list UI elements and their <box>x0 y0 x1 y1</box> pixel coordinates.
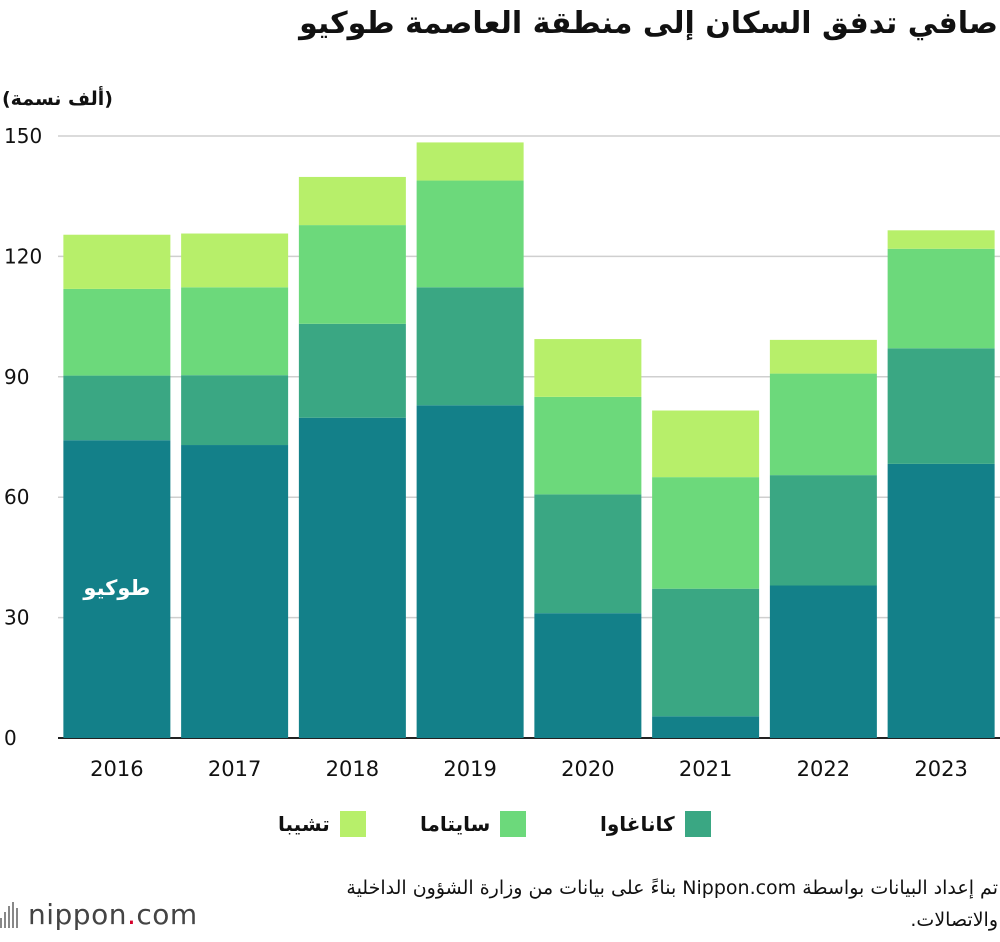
bar-segment-1-2016 <box>63 375 171 441</box>
bar-segment-3-2022 <box>769 339 877 374</box>
y-axis-unit-label: (ألف نسمة) <box>2 88 113 110</box>
axis-labels: 0 30 60 90 120 150 2016 2017 2018 2019 2020 2021 202… <box>4 124 968 781</box>
y-tick-label: 30 <box>4 606 29 630</box>
legend-swatch-chiba <box>339 811 366 837</box>
stacked-bar-chart: 0 30 60 90 120 150 2016 2017 2018 2019 2020 2021 202… <box>4 124 1000 781</box>
y-tick-label: 0 <box>4 726 17 750</box>
bar-segment-3-2018 <box>298 176 406 226</box>
bar-segment-3-2021 <box>652 410 760 478</box>
y-tick-label: 120 <box>4 244 42 268</box>
bar-segment-0-2019 <box>416 405 524 738</box>
bar-segment-1-2020 <box>534 494 642 614</box>
bar-segment-3-2023 <box>887 230 995 249</box>
x-tick-label: 2016 <box>90 757 143 781</box>
bar-segment-1-2017 <box>181 375 289 446</box>
bar-segment-3-2017 <box>181 233 289 288</box>
legend-swatch-saitama <box>500 811 527 837</box>
y-tick-label: 60 <box>4 485 29 509</box>
bar-segment-2-2018 <box>298 225 406 324</box>
y-tick-label: 90 <box>4 365 29 389</box>
bar-segment-0-2022 <box>769 585 877 738</box>
legend-item-chiba: تشيبا <box>278 810 366 838</box>
bar-segment-2-2019 <box>416 180 524 288</box>
bar-segment-1-2021 <box>652 588 760 717</box>
x-tick-label: 2018 <box>326 757 379 781</box>
x-tick-label: 2019 <box>443 757 496 781</box>
bar-segment-0-2023 <box>887 463 995 738</box>
legend-item-kanagawa: كاناغاوا <box>600 810 711 838</box>
bars <box>63 142 995 738</box>
source-note: تم إعداد البيانات بواسطة Nippon.com بناء… <box>346 877 998 931</box>
bar-segment-2-2016 <box>63 288 171 376</box>
bar-segment-1-2018 <box>298 323 406 418</box>
bar-annotation-label: طوكيو <box>82 576 150 600</box>
bar-segment-3-2016 <box>63 234 171 289</box>
legend-swatch-kanagawa <box>684 811 711 837</box>
x-tick-label: 2023 <box>914 757 967 781</box>
bar-segment-0-2020 <box>534 613 642 738</box>
bar-segment-2-2021 <box>652 477 760 589</box>
y-tick-label: 150 <box>4 124 42 148</box>
legend-label-saitama: سايتاما <box>420 812 491 836</box>
chart-title: صافي تدفق السكان إلى منطقة العاصمة طوكيو <box>299 6 998 41</box>
bar-segment-1-2023 <box>887 348 995 464</box>
bar-segment-3-2019 <box>416 142 524 181</box>
bar-segment-2-2017 <box>181 287 289 376</box>
logo-name: nippon <box>28 898 127 931</box>
bar-segment-2-2020 <box>534 396 642 495</box>
x-tick-label: 2022 <box>797 757 850 781</box>
logo-tld: com <box>136 898 198 931</box>
x-tick-label: 2020 <box>561 757 614 781</box>
bar-segment-0-2016 <box>63 440 171 738</box>
bar-segment-2-2022 <box>769 373 877 476</box>
bar-segment-1-2019 <box>416 287 524 406</box>
legend-label-chiba: تشيبا <box>278 812 330 836</box>
x-tick-label: 2017 <box>208 757 261 781</box>
bar-segment-1-2022 <box>769 475 877 586</box>
legend-item-saitama: سايتاما <box>420 810 527 838</box>
x-tick-label: 2021 <box>679 757 732 781</box>
bar-segment-0-2018 <box>298 417 406 738</box>
bar-segment-0-2017 <box>181 445 289 738</box>
nippon-logo-icon <box>0 901 20 928</box>
bar-segment-2-2023 <box>887 248 995 349</box>
bar-segment-0-2021 <box>652 716 760 738</box>
legend-label-kanagawa: كاناغاوا <box>600 812 675 836</box>
bar-segment-3-2020 <box>534 339 642 397</box>
logo-dot: . <box>126 898 137 931</box>
nippon-logo: nippon. com <box>0 898 198 931</box>
